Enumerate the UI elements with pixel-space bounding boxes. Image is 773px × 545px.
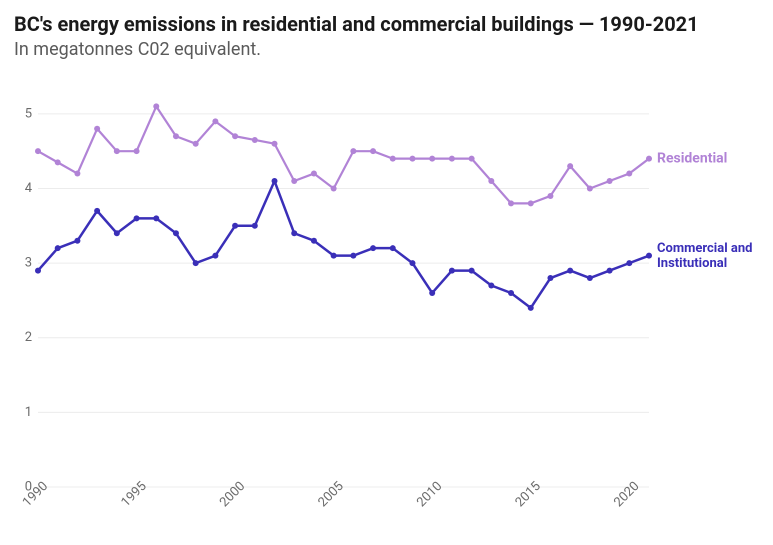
- data-point: [173, 230, 179, 236]
- chart-subtitle: In megatonnes C02 equivalent.: [14, 39, 759, 62]
- data-point: [35, 148, 41, 154]
- y-axis-label: 2: [25, 330, 32, 345]
- data-point: [508, 290, 514, 296]
- chart-area: 0123451990199520002005201020152020Reside…: [14, 78, 759, 529]
- data-point: [469, 268, 475, 274]
- x-axis-label: 1995: [118, 479, 149, 510]
- data-point: [134, 148, 140, 154]
- y-axis-label: 3: [25, 256, 32, 271]
- data-point: [429, 156, 435, 162]
- data-point: [547, 275, 553, 281]
- data-point: [488, 178, 494, 184]
- data-point: [74, 171, 80, 177]
- data-point: [607, 178, 613, 184]
- data-point: [35, 268, 41, 274]
- data-point: [74, 238, 80, 244]
- data-point: [134, 215, 140, 221]
- data-point: [350, 148, 356, 154]
- data-point: [291, 230, 297, 236]
- data-point: [153, 103, 159, 109]
- data-point: [193, 260, 199, 266]
- data-point: [390, 245, 396, 251]
- data-point: [94, 208, 100, 214]
- line-chart: 0123451990199520002005201020152020Reside…: [14, 78, 759, 529]
- x-axis-label: 2010: [414, 479, 445, 510]
- series-label-commercial-2: Institutional: [657, 256, 727, 271]
- series-line-commercial: [38, 181, 649, 308]
- data-point: [272, 178, 278, 184]
- data-point: [331, 185, 337, 191]
- data-point: [232, 223, 238, 229]
- data-point: [94, 126, 100, 132]
- y-axis-label: 5: [25, 106, 32, 121]
- chart-title: BC's energy emissions in residential and…: [14, 12, 759, 37]
- data-point: [449, 268, 455, 274]
- data-point: [193, 141, 199, 147]
- data-point: [173, 133, 179, 139]
- data-point: [646, 253, 652, 259]
- data-point: [449, 156, 455, 162]
- data-point: [646, 156, 652, 162]
- data-point: [626, 260, 632, 266]
- data-point: [55, 159, 61, 165]
- data-point: [469, 156, 475, 162]
- data-point: [587, 185, 593, 191]
- data-point: [567, 163, 573, 169]
- data-point: [272, 141, 278, 147]
- data-point: [370, 245, 376, 251]
- series-label-commercial: Commercial and: [657, 241, 752, 256]
- data-point: [488, 283, 494, 289]
- x-axis-label: 2015: [513, 479, 544, 510]
- data-point: [331, 253, 337, 259]
- y-axis-label: 4: [25, 181, 33, 196]
- data-point: [114, 148, 120, 154]
- data-point: [607, 268, 613, 274]
- data-point: [370, 148, 376, 154]
- data-point: [114, 230, 120, 236]
- data-point: [252, 223, 258, 229]
- data-point: [153, 215, 159, 221]
- data-point: [508, 200, 514, 206]
- data-point: [587, 275, 593, 281]
- data-point: [409, 260, 415, 266]
- data-point: [311, 171, 317, 177]
- y-axis-label: 1: [25, 405, 32, 420]
- x-axis-label: 2000: [217, 479, 248, 510]
- series-label-residential: Residential: [657, 150, 727, 166]
- data-point: [350, 253, 356, 259]
- data-point: [212, 253, 218, 259]
- data-point: [626, 171, 632, 177]
- x-axis-label: 2005: [316, 479, 347, 510]
- data-point: [232, 133, 238, 139]
- data-point: [55, 245, 61, 251]
- data-point: [291, 178, 297, 184]
- data-point: [547, 193, 553, 199]
- data-point: [311, 238, 317, 244]
- data-point: [409, 156, 415, 162]
- data-point: [429, 290, 435, 296]
- data-point: [252, 137, 258, 143]
- data-point: [528, 305, 534, 311]
- data-point: [567, 268, 573, 274]
- data-point: [528, 200, 534, 206]
- x-axis-label: 2020: [611, 479, 642, 510]
- data-point: [390, 156, 396, 162]
- data-point: [212, 118, 218, 124]
